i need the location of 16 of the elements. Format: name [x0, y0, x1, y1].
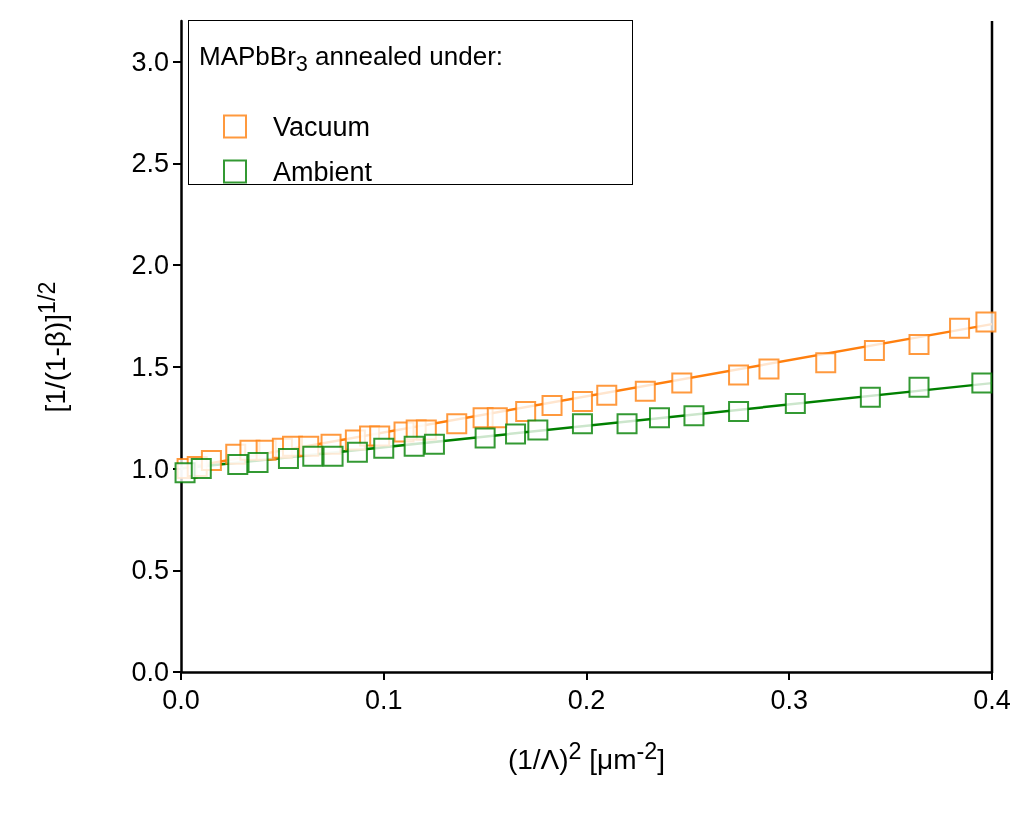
x-tick-label: 0.0	[162, 684, 200, 715]
legend-title: MAPbBr$_{3}$ annealed under:	[199, 41, 504, 78]
y-tick-label: 0.5	[131, 555, 169, 586]
y-tick-label: 3.0	[131, 46, 169, 77]
y-tick-label: 2.0	[131, 250, 169, 281]
y-tick-label: 2.5	[131, 148, 169, 179]
x-tick-label: 0.1	[364, 684, 403, 715]
x-tick-label: 0.2	[567, 684, 606, 715]
legend-label: Ambient	[273, 156, 373, 187]
x-tick-label: 0.4	[973, 684, 1011, 715]
y-tick-label: 1.0	[131, 453, 169, 484]
legend-label: Vacuum	[273, 111, 371, 142]
x-tick-label: 0.3	[770, 684, 809, 715]
y-tick-label: 1.5	[131, 351, 169, 382]
x-axis-title: (1/Λ)$^{2}$ [μm$^{-2}$]	[506, 738, 667, 777]
y-tick-label: 0.0	[131, 657, 169, 687]
